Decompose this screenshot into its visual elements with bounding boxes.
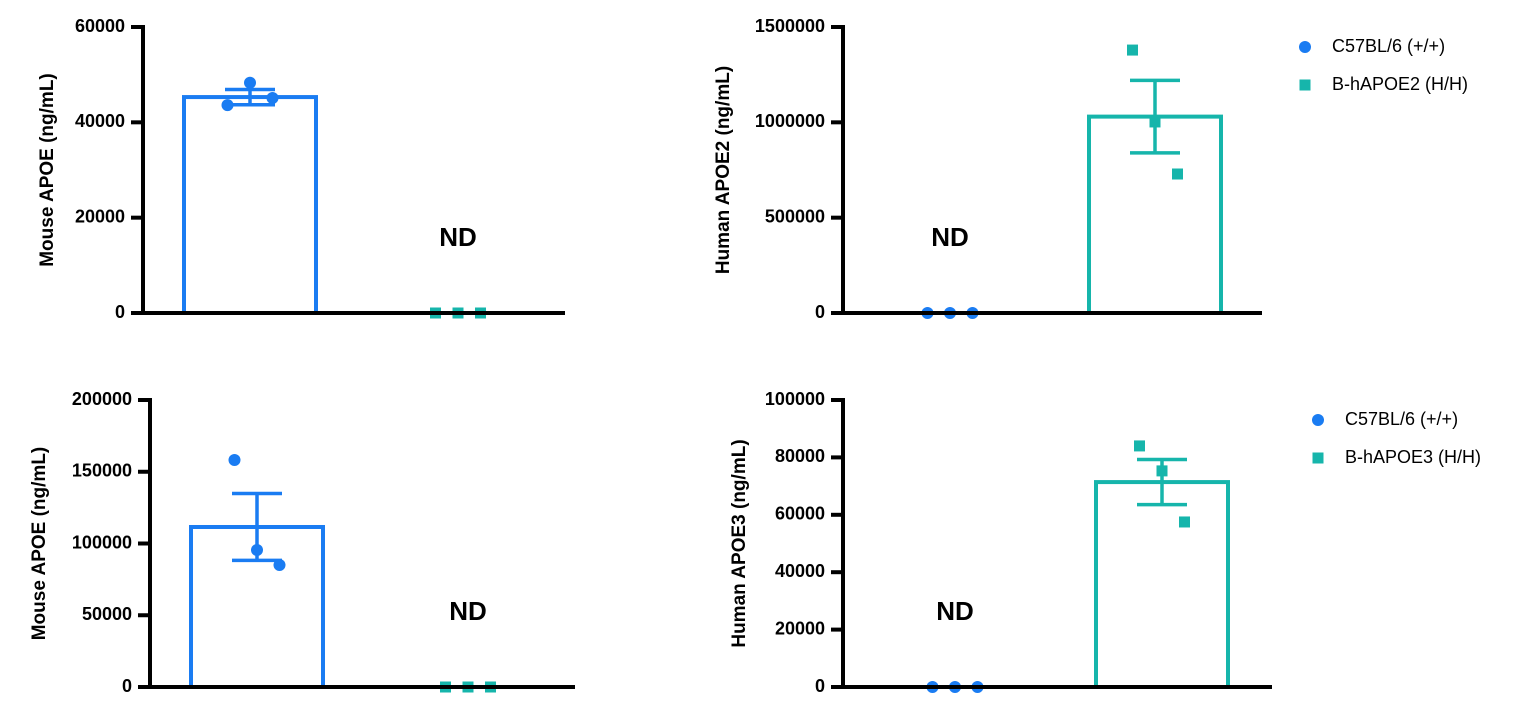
y-tick-label: 0 [815, 676, 825, 696]
legend-label: B-hAPOE3 (H/H) [1345, 447, 1481, 467]
legend-label: C57BL/6 (+/+) [1332, 36, 1445, 56]
y-tick-label: 60000 [75, 16, 125, 36]
y-tick-label: 50000 [82, 604, 132, 624]
annotation: ND [449, 596, 487, 626]
data-point [1127, 44, 1138, 56]
y-axis-label: Human APOE3 (ng/mL) [729, 439, 750, 647]
annotation: ND [439, 222, 477, 252]
legend-marker [1312, 414, 1324, 426]
y-tick-label: 40000 [75, 111, 125, 131]
y-tick-label: 40000 [775, 561, 825, 581]
data-point [266, 92, 279, 105]
annotation: ND [936, 596, 974, 626]
bar [182, 95, 318, 315]
legend-label: B-hAPOE2 (H/H) [1332, 74, 1468, 94]
y-axis-label: Human APOE2 (ng/mL) [713, 66, 734, 274]
y-tick-label: 20000 [775, 618, 825, 638]
data-point [244, 76, 256, 89]
y-axis-label: Mouse APOE (ng/mL) [37, 73, 58, 267]
data-point [1156, 465, 1168, 477]
data-point [221, 99, 234, 112]
data-point [1149, 116, 1161, 128]
y-tick-label: 500000 [765, 206, 825, 226]
legend-marker [1299, 79, 1311, 91]
y-tick-label: 200000 [72, 389, 132, 409]
y-tick-label: 150000 [72, 461, 132, 481]
y-tick-label: 100000 [765, 389, 825, 409]
legend-marker [1312, 452, 1324, 464]
data-point [1134, 440, 1145, 452]
bar [1094, 480, 1230, 689]
y-tick-label: 100000 [72, 532, 132, 552]
y-tick-label: 20000 [75, 206, 125, 226]
data-point [273, 559, 286, 572]
legend-marker [1299, 41, 1311, 53]
y-tick-label: 1000000 [755, 111, 825, 131]
data-point [228, 453, 241, 466]
y-axis-label: Mouse APOE (ng/mL) [29, 447, 50, 641]
annotation: ND [931, 222, 969, 252]
y-tick-label: 0 [115, 302, 125, 322]
y-tick-label: 80000 [775, 446, 825, 466]
data-point [1179, 516, 1190, 528]
data-point [1172, 168, 1183, 180]
y-tick-label: 1500000 [755, 16, 825, 36]
legend-label: C57BL/6 (+/+) [1345, 409, 1458, 429]
y-tick-label: 60000 [775, 504, 825, 524]
y-tick-label: 0 [122, 676, 132, 696]
y-tick-label: 0 [815, 302, 825, 322]
data-point [251, 543, 263, 556]
